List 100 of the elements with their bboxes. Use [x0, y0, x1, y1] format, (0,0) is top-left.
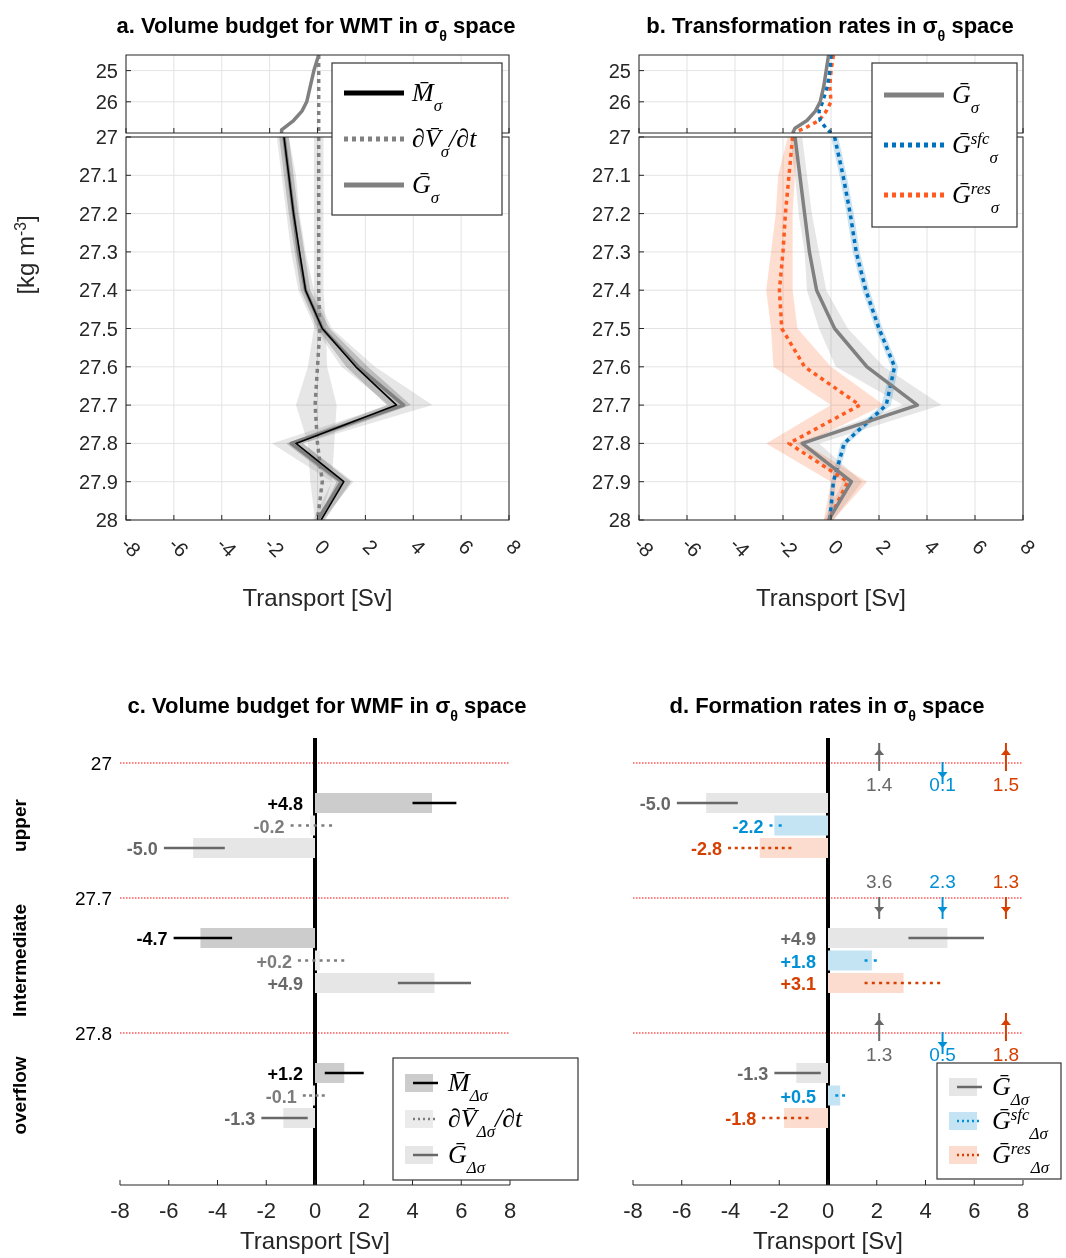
y-tick-label: 27.9	[79, 470, 118, 493]
x-tick-label: -2	[256, 1198, 277, 1223]
bar	[315, 973, 435, 993]
data-label: +0.5	[780, 1086, 816, 1107]
y-tick-label: 27	[608, 126, 631, 148]
x-tick-label: -4	[207, 1198, 228, 1223]
y-tick-label: 27	[95, 126, 118, 148]
y-tick-label: 27.4	[79, 279, 118, 302]
x-tick-label: 6	[455, 1198, 468, 1223]
x-axis-title: Transport [Sv]	[242, 584, 393, 611]
data-label: +1.2	[267, 1064, 303, 1084]
data-label: +1.8	[780, 951, 816, 972]
data-label: -1.3	[737, 1064, 769, 1084]
bar	[315, 950, 320, 971]
x-tick-label: -4	[212, 532, 241, 562]
chart-title: d. Formation rates in σ$_{θ}$ space	[669, 693, 985, 724]
y-tick-label: Intermediate	[9, 904, 30, 1017]
y-tick-label: 27.8	[79, 432, 118, 455]
x-tick-label: -8	[623, 1198, 643, 1223]
annotation: 1.3	[992, 871, 1020, 892]
bar	[796, 1063, 828, 1083]
x-tick-label: 6	[968, 1198, 981, 1223]
annotation: 1.5	[992, 774, 1020, 795]
data-label: -5.0	[639, 794, 671, 814]
bar	[774, 815, 828, 836]
bar	[315, 793, 432, 813]
x-tick-label: 2	[870, 1198, 883, 1223]
data-label: +4.8	[267, 794, 303, 814]
y-tick-label: 26	[608, 90, 631, 113]
y-tick-label: 27.2	[592, 202, 631, 225]
y-tick-label: 27.1	[592, 164, 631, 187]
x-tick-label: -8	[110, 1198, 130, 1223]
legend-label: ∂V̄$_{Δσ}$/∂t	[448, 1104, 524, 1141]
y-tick-label: 27.5	[592, 317, 631, 340]
legend-label: M̄$_{σ}$	[411, 78, 443, 115]
legend-label: M̄$_{Δσ}$	[447, 1068, 489, 1105]
data-label: -1.3	[224, 1109, 256, 1129]
x-tick-label: 8	[502, 535, 526, 559]
annotation: 1.8	[992, 1044, 1020, 1065]
bar	[784, 1108, 828, 1128]
x-tick-label: -6	[158, 1198, 179, 1223]
x-tick-label: 4	[406, 535, 430, 559]
data-label: +0.2	[256, 951, 292, 972]
x-tick-label: 2	[357, 1198, 370, 1223]
x-tick-label: 0	[821, 1198, 835, 1223]
y-tick-label: 28	[608, 509, 631, 531]
chart-title: b. Transformation rates in σ$_{θ}$ space	[646, 13, 1014, 44]
x-tick-label: 4	[919, 1198, 932, 1223]
y-tick-label: 27.6	[79, 355, 118, 378]
y-tick-label: overflow	[9, 1056, 30, 1135]
legend-label: Ḡ$_{σ}$	[952, 80, 980, 117]
legend-label: Ḡ$_{Δσ}$	[992, 1072, 1030, 1109]
data-label: +3.1	[780, 974, 816, 994]
chart-title: a. Volume budget for WMT in σ$_{θ}$ space	[116, 13, 516, 44]
data-label: -0.1	[265, 1086, 297, 1107]
x-tick-label: -2	[260, 532, 289, 562]
legend-label: Ḡ$_{Δσ}$	[448, 1140, 486, 1177]
y-tick-label: upper	[9, 798, 30, 852]
y-tick-label: 27.1	[79, 164, 118, 187]
x-tick-label: 6	[968, 535, 992, 559]
y-tick-label: 27.8	[592, 432, 631, 455]
data-label: -2.8	[691, 839, 723, 859]
x-tick-label: -6	[677, 532, 707, 562]
bar	[828, 1085, 841, 1106]
x-axis-title: Transport [Sv]	[756, 584, 906, 611]
data-label: -4.7	[136, 929, 168, 949]
x-axis-title: Transport [Sv]	[753, 1227, 903, 1254]
bar	[828, 950, 872, 971]
y-tick-label: 27.5	[79, 317, 118, 340]
data-label: -2.2	[732, 816, 764, 837]
bar	[283, 1108, 315, 1128]
x-tick-label: -4	[725, 532, 755, 562]
bar	[828, 973, 904, 993]
x-tick-label: 0	[310, 535, 335, 559]
data-label: -5.0	[126, 839, 158, 859]
data-label: -1.8	[725, 1109, 757, 1129]
x-tick-label: -8	[629, 532, 659, 562]
y-tick-label: 28	[95, 509, 118, 531]
y-tick-label: 27.4	[592, 279, 631, 302]
y-tick-label: 25	[608, 59, 631, 82]
y-tick-label: 27.6	[592, 355, 631, 378]
x-axis-title: Transport [Sv]	[240, 1227, 390, 1254]
y-tick-label: 26	[95, 90, 118, 113]
x-tick-label: -6	[164, 532, 193, 562]
x-tick-label: 6	[454, 535, 478, 559]
legend-label: Ḡ$_{σ}$	[412, 170, 440, 207]
x-tick-label: 8	[503, 1198, 517, 1223]
data-label: -0.2	[253, 816, 285, 837]
bar	[310, 815, 315, 836]
y-tick-label: 27.7	[592, 394, 631, 417]
bar	[828, 928, 948, 948]
annotation: 2.3	[929, 871, 956, 892]
x-tick-label: 4	[920, 535, 944, 559]
x-tick-label: -2	[773, 532, 803, 562]
legend-label: ∂V̄$_{σ}$/∂t	[412, 124, 478, 161]
x-tick-label: 8	[1016, 1198, 1030, 1223]
annotation: 1.3	[865, 1044, 893, 1065]
x-tick-label: 0	[824, 535, 848, 559]
bar	[315, 1063, 345, 1083]
y-tick-label: 27.3	[79, 240, 118, 263]
